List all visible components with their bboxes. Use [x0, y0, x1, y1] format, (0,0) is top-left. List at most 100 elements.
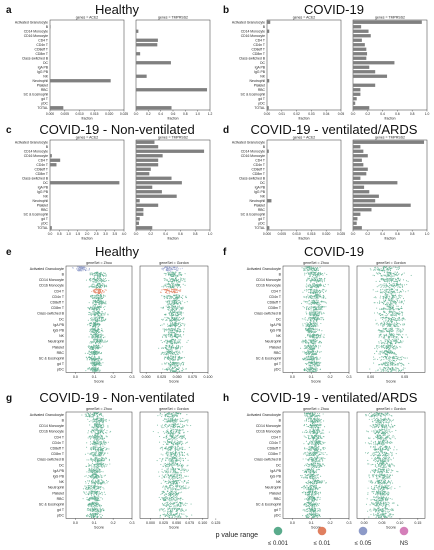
- y-tick-label: CD4n T: [269, 295, 282, 299]
- point: [178, 319, 180, 321]
- point-cloud-cd4-t: [91, 288, 107, 295]
- point: [311, 311, 313, 314]
- y-tick-label: CD8m T: [35, 52, 48, 56]
- point: [381, 285, 383, 287]
- point: [89, 342, 91, 344]
- point: [316, 296, 318, 298]
- point: [171, 305, 173, 307]
- point-cloud-cd8eff-t: [165, 299, 188, 306]
- point: [95, 334, 98, 336]
- point: [172, 363, 174, 365]
- point: [93, 277, 95, 279]
- point: [311, 352, 313, 354]
- y-tick-label: SC & Eosinophil: [256, 357, 282, 361]
- point: [306, 267, 308, 269]
- point: [308, 316, 310, 318]
- point: [95, 338, 97, 340]
- bar-cd14-monocyte: [353, 149, 364, 153]
- point: [176, 354, 178, 356]
- point: [306, 313, 308, 315]
- point: [307, 352, 309, 354]
- point: [317, 269, 319, 271]
- point: [162, 368, 164, 370]
- point: [175, 336, 177, 338]
- bar-platelet: [136, 203, 159, 207]
- point: [90, 285, 92, 287]
- point: [181, 273, 183, 275]
- point: [312, 313, 314, 315]
- point: [315, 273, 317, 276]
- bar-cd8m-t: [353, 172, 367, 176]
- point: [175, 299, 177, 301]
- point: [310, 270, 312, 272]
- point: [175, 329, 177, 331]
- plot-frame: [49, 139, 125, 231]
- bar-nk: [353, 194, 379, 198]
- point: [103, 303, 105, 305]
- point: [165, 337, 168, 339]
- point: [402, 290, 404, 292]
- point: [318, 280, 320, 282]
- point: [95, 317, 97, 319]
- x-tick-label: 0.025: [120, 112, 128, 116]
- point: [319, 274, 321, 276]
- point: [311, 287, 313, 289]
- y-tick-label: CD16 Monocyte: [24, 34, 48, 38]
- point: [175, 309, 177, 311]
- point: [168, 340, 170, 343]
- point: [172, 284, 175, 286]
- point: [312, 328, 314, 330]
- point: [397, 308, 400, 311]
- point: [181, 267, 183, 269]
- point: [388, 287, 390, 289]
- point: [171, 350, 174, 352]
- point: [167, 271, 169, 273]
- point: [180, 319, 182, 321]
- point: [391, 296, 393, 298]
- point-cloud-sc-eosinophil: [163, 355, 185, 362]
- point: [169, 303, 171, 305]
- point: [166, 286, 168, 288]
- point: [305, 351, 307, 353]
- point: [164, 362, 166, 364]
- point: [321, 309, 323, 311]
- point: [311, 271, 313, 274]
- point-cloud-cd4n-t: [90, 293, 106, 300]
- point: [398, 266, 401, 268]
- point: [321, 297, 323, 299]
- point: [306, 323, 308, 325]
- point: [171, 289, 173, 291]
- point: [317, 275, 319, 277]
- point: [182, 283, 184, 285]
- point: [175, 291, 177, 294]
- point: [320, 313, 322, 315]
- point: [310, 269, 313, 271]
- bar-gd-t: [136, 217, 140, 221]
- point: [305, 297, 307, 299]
- bar-total: [50, 226, 52, 230]
- point: [306, 358, 308, 361]
- point: [93, 290, 95, 293]
- point: [98, 288, 100, 291]
- point: [312, 322, 314, 324]
- point: [90, 368, 92, 370]
- point: [396, 275, 399, 277]
- point: [317, 317, 319, 319]
- bar-dc: [136, 181, 182, 185]
- point: [185, 295, 187, 297]
- point: [395, 289, 397, 291]
- point: [302, 351, 304, 353]
- point: [319, 306, 321, 308]
- point: [164, 346, 166, 349]
- point: [313, 308, 315, 310]
- point: [97, 301, 99, 304]
- point: [98, 295, 100, 297]
- point: [96, 305, 98, 307]
- point: [176, 285, 178, 287]
- point: [319, 309, 321, 311]
- point: [320, 322, 322, 325]
- point: [175, 334, 177, 336]
- point: [181, 361, 184, 363]
- point: [94, 277, 96, 279]
- point: [161, 295, 163, 297]
